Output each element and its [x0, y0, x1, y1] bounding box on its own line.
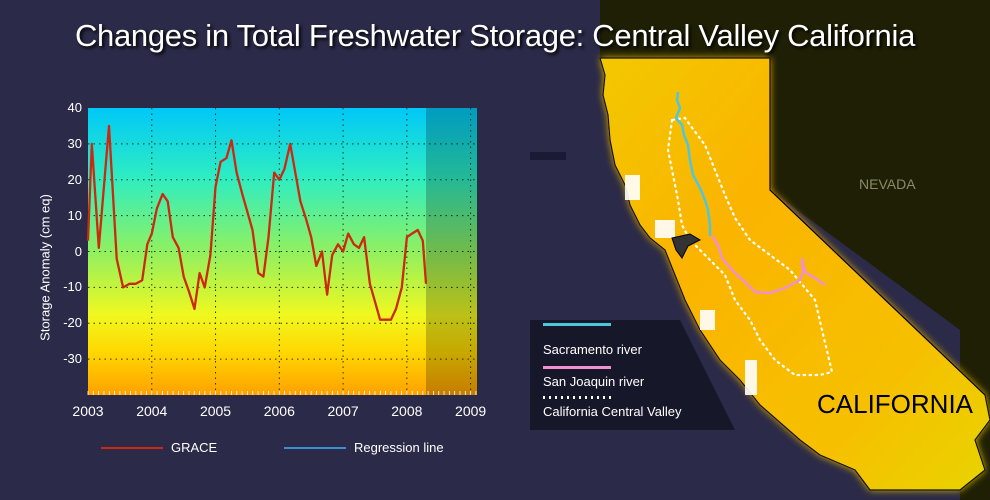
x-tick-label: 2009 [455, 403, 487, 419]
y-tick-label: -20 [63, 315, 82, 331]
sacramento-river [674, 91, 712, 236]
y-tick-label: 30 [67, 135, 82, 151]
san-joaquin-legend-swatch [543, 366, 611, 369]
california-label: CALIFORNIA [817, 389, 974, 419]
y-tick-label: -30 [63, 351, 82, 367]
storage-anomaly-chart: Storage Anomaly (cm eq) 40 30 20 10 0 -10 -20-… [38, 100, 487, 455]
san-joaquin-legend-label: San Joaquin river [543, 374, 645, 389]
y-tick-label: 0 [74, 243, 82, 259]
x-tick-label: 2004 [136, 403, 168, 419]
y-tick-label: 10 [67, 207, 82, 223]
forecast-shaded-region [425, 108, 477, 395]
sacramento-legend-swatch [543, 323, 611, 326]
regression-legend-label: Regression line [354, 440, 444, 455]
san-joaquin-river [710, 235, 826, 295]
nevada-region [600, 0, 990, 500]
y-tick-label: 20 [67, 171, 82, 187]
sacramento-legend-label: Sacramento river [543, 342, 642, 357]
x-tick-label: 2005 [199, 403, 232, 419]
chart-plot-area [86, 108, 477, 395]
grace-series-line [86, 124, 428, 321]
map-legend: Sacramento river San Joaquin river Calif… [530, 320, 735, 430]
central-valley-legend-swatch [543, 396, 611, 399]
y-tick-label: -10 [63, 279, 82, 295]
central-valley-outline [666, 116, 834, 377]
x-tick-label: 2008 [391, 403, 423, 419]
x-tick-label: 2003 [72, 403, 104, 419]
legend-regression: Regression line [284, 440, 444, 455]
y-tick-label: 40 [67, 100, 82, 115]
x-tick-label: 2007 [327, 403, 359, 419]
x-tick-label: 2006 [263, 403, 295, 419]
california-region [599, 57, 990, 491]
grace-legend-swatch [101, 446, 163, 449]
central-valley-legend-label: California Central Valley [543, 404, 682, 419]
grace-legend-label: GRACE [171, 440, 218, 455]
page-title: Changes in Total Freshwater Storage: Cen… [74, 18, 916, 53]
legend-grace: GRACE [101, 440, 217, 455]
regression-legend-swatch [284, 446, 346, 449]
nevada-label: NEVADA [859, 176, 916, 192]
